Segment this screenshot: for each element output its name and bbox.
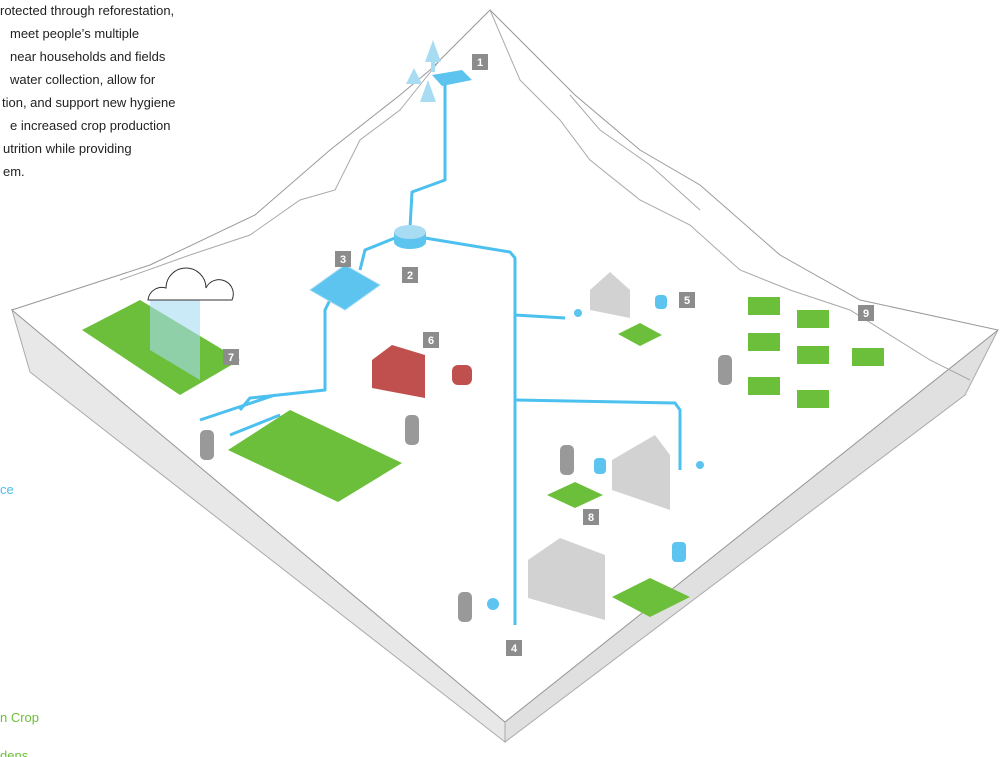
marker-label: 2 — [407, 270, 413, 282]
side-label: ce — [0, 482, 14, 497]
intro-line: rotected through reforestation, — [0, 3, 174, 18]
side-labels: ce n Crop dens — [0, 482, 39, 757]
side-label: n Crop — [0, 710, 39, 725]
side-label: dens — [0, 748, 29, 757]
marker-label: 6 — [428, 335, 434, 347]
intro-line: e increased crop production — [10, 118, 170, 133]
marker-label: 7 — [228, 352, 234, 364]
marker-label: 5 — [684, 295, 690, 307]
marker-label: 8 — [588, 512, 594, 524]
intro-line: em. — [3, 164, 25, 179]
intro-line: water collection, allow for — [9, 72, 156, 87]
intro-line: utrition while providing — [3, 141, 132, 156]
marker-label: 3 — [340, 254, 346, 266]
marker-label: 4 — [511, 643, 518, 655]
diagram: rotected through reforestation, meet peop… — [0, 0, 1000, 757]
intro-line: near households and fields — [10, 49, 166, 64]
intro-line: meet people’s multiple — [10, 26, 139, 41]
intro-text: rotected through reforestation, meet peop… — [0, 3, 175, 179]
marker-label: 9 — [863, 308, 869, 320]
intro-line: tion, and support new hygiene — [2, 95, 175, 110]
marker-label: 1 — [477, 57, 483, 69]
